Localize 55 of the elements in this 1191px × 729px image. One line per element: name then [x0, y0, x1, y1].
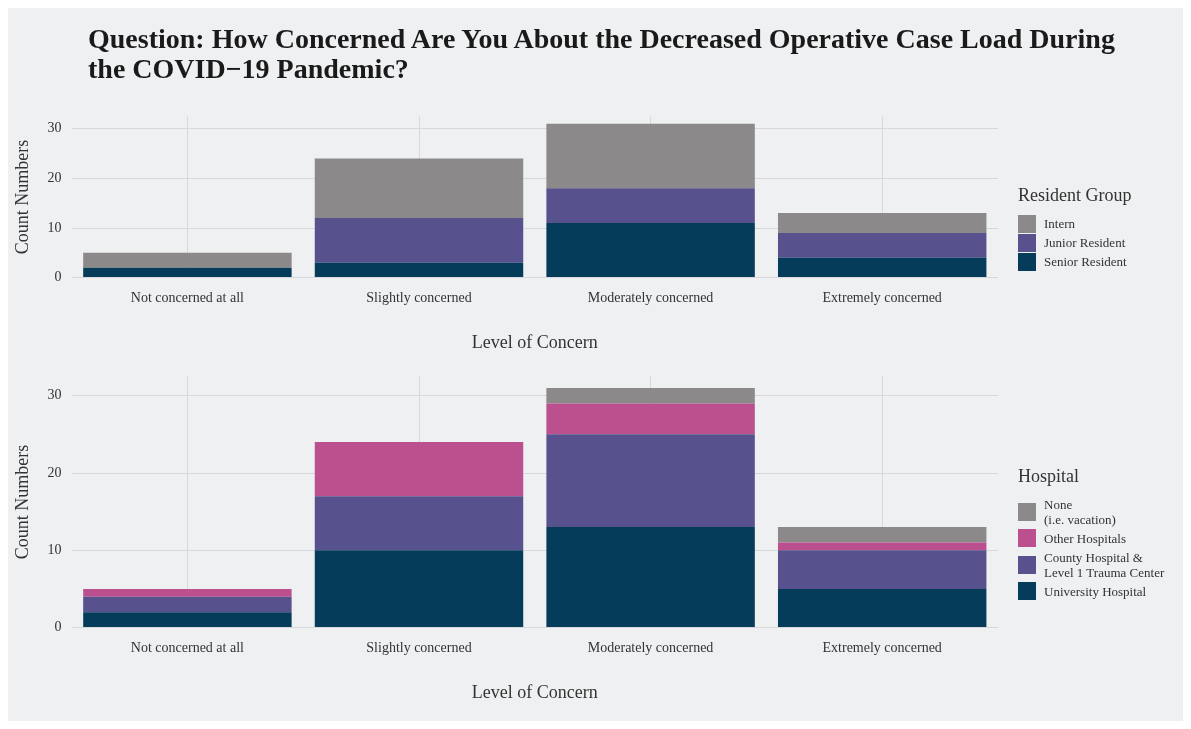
y-tick-label: 20 — [47, 464, 62, 480]
chart-title: Question: How Concerned Are You About the Decreased Operative Case Load During the COVID−19 Pandemic? — [87, 22, 1116, 86]
bar — [546, 403, 755, 435]
x-tick-label: Moderately concerned — [587, 289, 714, 305]
bar — [83, 612, 292, 628]
bar — [314, 550, 524, 628]
legend-label: Intern — [1044, 215, 1076, 233]
bar — [546, 188, 755, 224]
x-tick-label: Slightly concerned — [366, 289, 472, 305]
legend-label: Senior Resident — [1044, 253, 1127, 271]
bar — [546, 387, 755, 404]
x-tick-label: Slightly concerned — [366, 639, 472, 655]
legend-title: Resident Group — [1018, 185, 1132, 206]
bar — [777, 588, 987, 628]
legend-label: Junior Resident — [1044, 234, 1126, 252]
legend-title: Hospital — [1018, 465, 1080, 487]
y-tick-label: 0 — [54, 619, 62, 635]
bar — [314, 496, 524, 551]
bar — [314, 218, 524, 263]
bar — [777, 542, 987, 551]
bar — [83, 596, 292, 613]
x-tick-label: Not concerned at all — [130, 639, 245, 655]
bar — [777, 257, 987, 278]
bar — [777, 527, 987, 543]
bar — [777, 232, 987, 258]
y-tick-label: 0 — [54, 269, 62, 285]
bar — [546, 527, 755, 628]
bar — [314, 262, 524, 278]
bar — [546, 434, 755, 528]
y-tick-label: 10 — [47, 219, 62, 235]
x-axis-title: Level of Concern — [471, 331, 598, 352]
legend-label: Other Hospitals — [1044, 529, 1126, 548]
y-tick-label: 10 — [47, 541, 62, 557]
x-tick-label: Extremely concerned — [822, 289, 942, 305]
legend-label: None (i.e. vacation) — [1044, 495, 1116, 529]
bar — [546, 123, 755, 189]
y-tick-label: 30 — [47, 387, 62, 403]
x-axis-title: Level of Concern — [471, 681, 598, 702]
bar — [83, 267, 292, 278]
legend-label: County Hospital & Level 1 Trauma Center — [1044, 548, 1165, 582]
bar — [314, 158, 524, 219]
y-tick-label: 20 — [47, 170, 62, 186]
bar — [777, 550, 987, 589]
bar — [83, 588, 292, 597]
x-tick-label: Extremely concerned — [822, 639, 942, 655]
bar — [314, 442, 524, 497]
bar — [777, 213, 987, 233]
y-axis-title: Count Numbers — [11, 444, 32, 560]
bar — [83, 252, 292, 268]
y-tick-label: 30 — [47, 120, 62, 136]
y-axis-title: Count Numbers — [11, 139, 32, 255]
legend-label: University Hospital — [1044, 582, 1147, 601]
x-tick-label: Not concerned at all — [130, 289, 245, 305]
bar — [546, 223, 755, 278]
x-tick-label: Moderately concerned — [587, 639, 714, 655]
